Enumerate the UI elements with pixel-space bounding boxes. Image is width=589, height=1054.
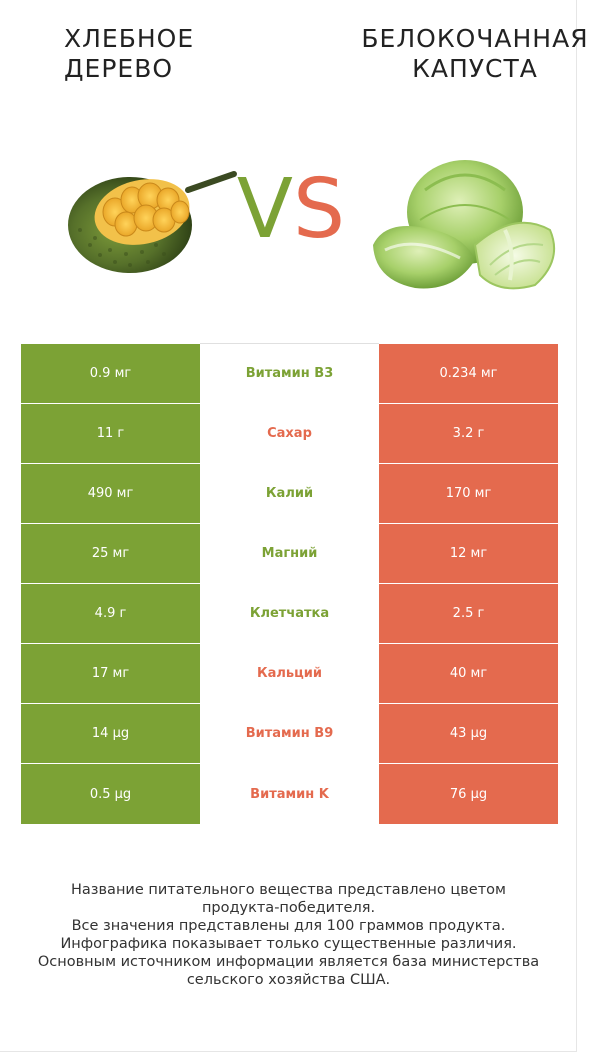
comparison-row: 4.9 г Клетчатка 2.5 г bbox=[21, 583, 558, 644]
left-value: 17 мг bbox=[21, 643, 200, 704]
right-value: 43 µg bbox=[379, 703, 558, 764]
infographic-frame bbox=[0, 0, 577, 1052]
comparison-row: 14 µg Витамин B9 43 µg bbox=[21, 703, 558, 764]
right-value: 12 мг bbox=[379, 523, 558, 584]
jackfruit-image bbox=[60, 150, 240, 280]
footer-line: Инфографика показывает только существенн… bbox=[60, 936, 517, 952]
comparison-table: 0.9 мг Витамин B3 0.234 мг 11 г Сахар 3.2 г 49… bbox=[21, 343, 558, 825]
right-value: 170 мг bbox=[379, 463, 558, 524]
left-value: 0.5 µg bbox=[21, 763, 200, 825]
comparison-row: 11 г Сахар 3.2 г bbox=[21, 403, 558, 464]
left-value: 14 µg bbox=[21, 703, 200, 764]
nutrient-name: Витамин K bbox=[200, 763, 379, 825]
footer-line: сельского хозяйства США. bbox=[186, 972, 391, 988]
right-value: 76 µg bbox=[379, 763, 558, 825]
nutrient-name: Магний bbox=[200, 523, 379, 584]
comparison-row: 0.5 µg Витамин K 76 µg bbox=[21, 763, 558, 825]
left-value: 4.9 г bbox=[21, 583, 200, 644]
vs-label: VS bbox=[226, 160, 356, 260]
right-value: 0.234 мг bbox=[379, 343, 558, 404]
vs-s-letter: S bbox=[293, 162, 346, 257]
left-value: 0.9 мг bbox=[21, 343, 200, 404]
right-food-title-line-1: БЕЛОКОЧАННАЯ bbox=[361, 24, 589, 53]
nutrient-name: Кальций bbox=[200, 643, 379, 704]
left-value: 25 мг bbox=[21, 523, 200, 584]
left-food-title: ХЛЕБНОЕ ДЕРЕВО bbox=[64, 24, 264, 84]
cabbage-image bbox=[365, 150, 565, 300]
right-value: 3.2 г bbox=[379, 403, 558, 464]
nutrient-name: Клетчатка bbox=[200, 583, 379, 644]
left-food-title-line-2: ДЕРЕВО bbox=[64, 54, 174, 83]
right-value: 2.5 г bbox=[379, 583, 558, 644]
nutrient-name: Витамин B3 bbox=[200, 343, 379, 404]
right-food-title-line-2: КАПУСТА bbox=[412, 54, 538, 83]
footer-line: Основным источником информации является … bbox=[37, 954, 540, 970]
footer-line: Название питательного вещества представл… bbox=[71, 882, 506, 898]
nutrient-name: Калий bbox=[200, 463, 379, 524]
comparison-row: 25 мг Магний 12 мг bbox=[21, 523, 558, 584]
nutrient-name: Сахар bbox=[200, 403, 379, 464]
nutrient-name: Витамин B9 bbox=[200, 703, 379, 764]
vs-v-letter: V bbox=[236, 162, 294, 257]
footer-notes: Название питательного вещества представл… bbox=[0, 881, 577, 989]
footer-line: Все значения представлены для 100 граммо… bbox=[71, 918, 506, 934]
comparison-row: 17 мг Кальций 40 мг bbox=[21, 643, 558, 704]
left-value: 11 г bbox=[21, 403, 200, 464]
right-food-title: БЕЛОКОЧАННАЯ КАПУСТА bbox=[345, 24, 589, 84]
comparison-row: 490 мг Калий 170 мг bbox=[21, 463, 558, 524]
left-food-title-line-1: ХЛЕБНОЕ bbox=[64, 24, 195, 53]
comparison-row: 0.9 мг Витамин B3 0.234 мг bbox=[21, 343, 558, 404]
right-value: 40 мг bbox=[379, 643, 558, 704]
footer-line: продукта-победителя. bbox=[201, 900, 376, 916]
left-value: 490 мг bbox=[21, 463, 200, 524]
